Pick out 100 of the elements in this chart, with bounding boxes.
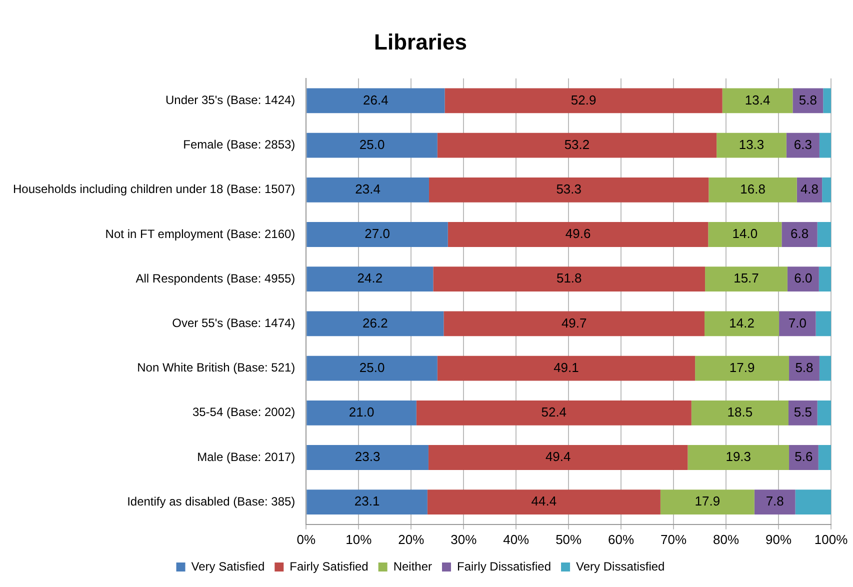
bar <box>416 400 692 426</box>
data-label: 7.8 <box>766 494 784 509</box>
legend-label: Very Dissatisfied <box>576 559 665 574</box>
chart-title: Libraries <box>374 29 467 54</box>
bar <box>817 222 831 247</box>
y-tick-label: Households including children under 18 (Base: 1507) <box>12 182 296 196</box>
y-tick-label: Female (Base: 2853) <box>183 138 296 152</box>
bar <box>818 445 831 470</box>
bar <box>708 177 797 202</box>
data-label: 49.6 <box>565 226 591 242</box>
data-label: 6.0 <box>794 270 812 286</box>
bar <box>754 490 796 515</box>
bar <box>819 132 831 158</box>
bar <box>708 222 782 247</box>
bar <box>306 311 444 336</box>
bar <box>716 132 786 158</box>
x-tick-label: 70% <box>660 532 687 547</box>
x-tick-label: 40% <box>503 532 530 547</box>
data-label: 7.0 <box>788 315 806 330</box>
bar <box>427 490 660 515</box>
bar <box>306 490 428 515</box>
data-label: 16.8 <box>740 181 766 196</box>
x-tick-label: 20% <box>398 532 425 547</box>
y-tick-label: Not in FT employment (Base: 2160) <box>105 226 296 241</box>
bar <box>822 177 831 202</box>
data-label: 51.8 <box>556 270 582 286</box>
x-tick-label: 100% <box>814 532 848 547</box>
bar <box>306 266 434 292</box>
data-label: 53.2 <box>564 136 590 152</box>
data-label: 19.3 <box>726 449 752 464</box>
data-label: 13.3 <box>738 136 764 152</box>
x-tick-label: 90% <box>766 532 792 547</box>
data-label: 17.9 <box>729 360 755 375</box>
bar <box>705 266 788 292</box>
bar <box>817 400 831 426</box>
bar <box>795 490 831 515</box>
data-label: 14.0 <box>732 226 758 242</box>
bar <box>306 222 448 247</box>
data-label: 49.4 <box>545 449 571 464</box>
bar <box>782 222 818 247</box>
bar <box>660 490 754 515</box>
data-label: 18.5 <box>727 404 753 420</box>
bar <box>704 311 780 336</box>
legend-label: Very Satisfied <box>191 559 265 574</box>
data-label: 15.7 <box>734 270 759 286</box>
x-tick-label: 10% <box>346 532 372 547</box>
data-label: 23.3 <box>354 449 380 464</box>
bar <box>818 266 831 292</box>
data-label: 49.1 <box>554 360 579 375</box>
data-label: 6.8 <box>790 226 809 242</box>
y-tick-label: Identify as disabled (Base: 385) <box>127 494 296 508</box>
data-label: 25.0 <box>359 136 385 152</box>
bar <box>823 88 831 114</box>
data-label: 5.5 <box>794 404 812 420</box>
data-label: 25.0 <box>359 360 385 375</box>
bar <box>789 445 818 470</box>
data-label: 44.4 <box>531 494 557 509</box>
data-label: 52.9 <box>570 92 596 108</box>
bar <box>779 311 816 336</box>
bar <box>437 356 696 381</box>
bar <box>444 88 722 114</box>
bar <box>688 445 790 470</box>
data-label: 49.7 <box>561 315 587 330</box>
bar <box>695 356 790 381</box>
bar <box>788 400 818 426</box>
data-label: 52.4 <box>541 404 567 420</box>
y-tick-label: Male (Base: 2017) <box>197 450 296 464</box>
data-label: 27.0 <box>364 226 390 242</box>
y-tick-label: Over 55's (Base: 1474) <box>172 316 296 330</box>
y-tick-label: Under 35's (Base: 1424) <box>165 93 296 108</box>
data-label: 5.8 <box>798 92 817 108</box>
bar <box>306 356 438 381</box>
data-label: 13.4 <box>744 92 770 108</box>
bar <box>306 177 429 202</box>
data-label: 23.4 <box>355 181 380 196</box>
y-tick-label: Non White British (Base: 521) <box>137 360 296 375</box>
bar <box>428 177 709 202</box>
data-label: 5.6 <box>794 449 813 464</box>
bar <box>722 88 793 114</box>
data-label: 23.1 <box>354 494 380 509</box>
bar <box>428 445 688 470</box>
bar <box>306 400 416 426</box>
bar <box>444 311 705 336</box>
bar <box>306 88 445 114</box>
data-label: 14.2 <box>729 315 754 330</box>
data-label: 26.4 <box>363 92 388 108</box>
data-label: 17.9 <box>694 494 720 509</box>
x-tick-label: 60% <box>608 532 635 547</box>
bar <box>433 266 706 292</box>
bar <box>306 445 428 470</box>
data-label: 26.2 <box>362 315 388 330</box>
legend-label: Fairly Satisfied <box>290 559 368 574</box>
bar <box>306 132 438 158</box>
bar <box>691 400 788 426</box>
data-label: 5.8 <box>795 360 814 375</box>
bar <box>437 132 717 158</box>
data-label: 21.0 <box>348 404 374 420</box>
legend-label: Neither <box>393 559 432 574</box>
data-label: 6.3 <box>794 136 812 152</box>
data-label: 53.3 <box>556 181 582 196</box>
